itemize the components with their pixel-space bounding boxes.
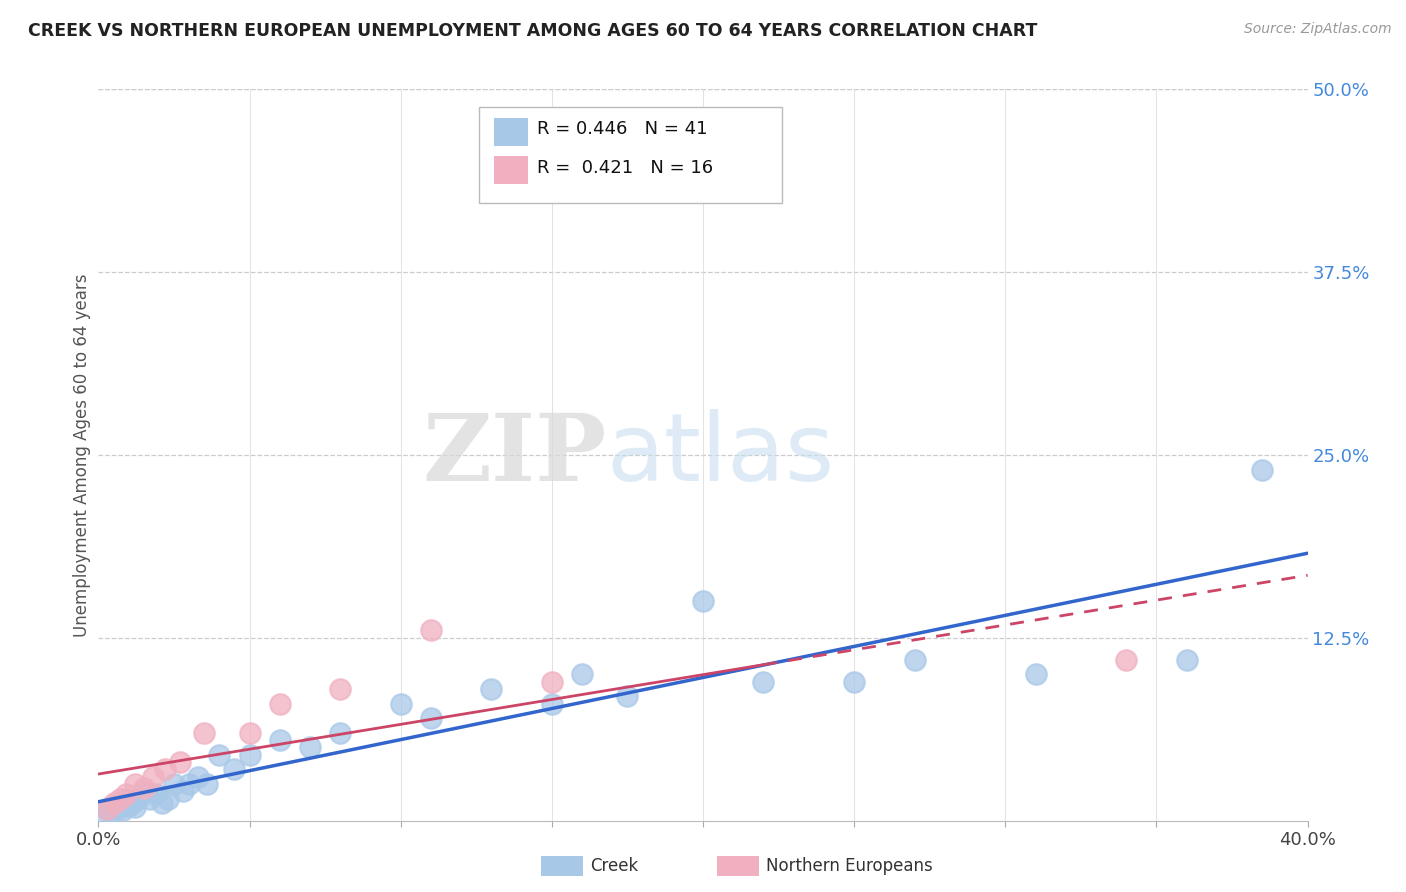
Point xyxy=(93,806,115,821)
Point xyxy=(269,733,291,747)
Point xyxy=(169,755,191,769)
Text: Northern Europeans: Northern Europeans xyxy=(766,857,934,875)
Text: R =  0.421   N = 16: R = 0.421 N = 16 xyxy=(537,159,713,178)
Point xyxy=(193,726,215,740)
Point xyxy=(124,800,146,814)
Text: Source: ZipAtlas.com: Source: ZipAtlas.com xyxy=(1244,22,1392,37)
Point xyxy=(299,740,322,755)
Point xyxy=(1024,667,1046,681)
Point xyxy=(111,804,134,818)
Point xyxy=(105,802,128,816)
Point xyxy=(904,653,927,667)
Point xyxy=(692,594,714,608)
Point xyxy=(239,747,262,762)
Point xyxy=(132,781,155,796)
Point xyxy=(121,796,143,810)
Point xyxy=(224,763,246,777)
Point xyxy=(540,674,562,689)
Point xyxy=(179,777,201,791)
Bar xyxy=(494,156,527,185)
Point xyxy=(96,802,118,816)
Point xyxy=(1175,653,1198,667)
Text: atlas: atlas xyxy=(606,409,835,501)
Point xyxy=(1251,462,1274,476)
Point xyxy=(239,726,262,740)
Text: ZIP: ZIP xyxy=(422,410,606,500)
Point xyxy=(100,805,122,819)
Point xyxy=(163,777,186,791)
FancyBboxPatch shape xyxy=(479,108,782,202)
Point xyxy=(187,770,209,784)
Point xyxy=(389,697,412,711)
Point xyxy=(114,787,136,801)
Point xyxy=(153,763,176,777)
Point xyxy=(132,784,155,798)
Point xyxy=(103,796,125,810)
Point xyxy=(118,799,141,814)
Point xyxy=(124,777,146,791)
Point xyxy=(127,791,149,805)
Text: R = 0.446   N = 41: R = 0.446 N = 41 xyxy=(537,120,707,138)
Point xyxy=(96,802,118,816)
Point xyxy=(540,697,562,711)
Point xyxy=(481,681,503,696)
Point xyxy=(752,674,775,689)
Point xyxy=(329,681,352,696)
Bar xyxy=(494,118,527,145)
Point xyxy=(145,787,167,801)
Point xyxy=(142,770,165,784)
Point xyxy=(1115,653,1137,667)
Y-axis label: Unemployment Among Ages 60 to 64 years: Unemployment Among Ages 60 to 64 years xyxy=(73,273,91,637)
Point xyxy=(420,711,443,725)
Point xyxy=(139,791,162,805)
Point xyxy=(103,799,125,814)
Point xyxy=(108,796,131,810)
Point xyxy=(195,777,218,791)
Text: CREEK VS NORTHERN EUROPEAN UNEMPLOYMENT AMONG AGES 60 TO 64 YEARS CORRELATION CH: CREEK VS NORTHERN EUROPEAN UNEMPLOYMENT … xyxy=(28,22,1038,40)
Point xyxy=(616,690,638,704)
Text: Creek: Creek xyxy=(591,857,638,875)
Point xyxy=(150,796,173,810)
Point xyxy=(172,784,194,798)
Point xyxy=(571,667,593,681)
Point xyxy=(114,791,136,805)
Point xyxy=(208,747,231,762)
Point xyxy=(156,791,179,805)
Point xyxy=(329,726,352,740)
Point xyxy=(108,791,131,805)
Point xyxy=(844,674,866,689)
Point xyxy=(420,624,443,638)
Point xyxy=(269,697,291,711)
